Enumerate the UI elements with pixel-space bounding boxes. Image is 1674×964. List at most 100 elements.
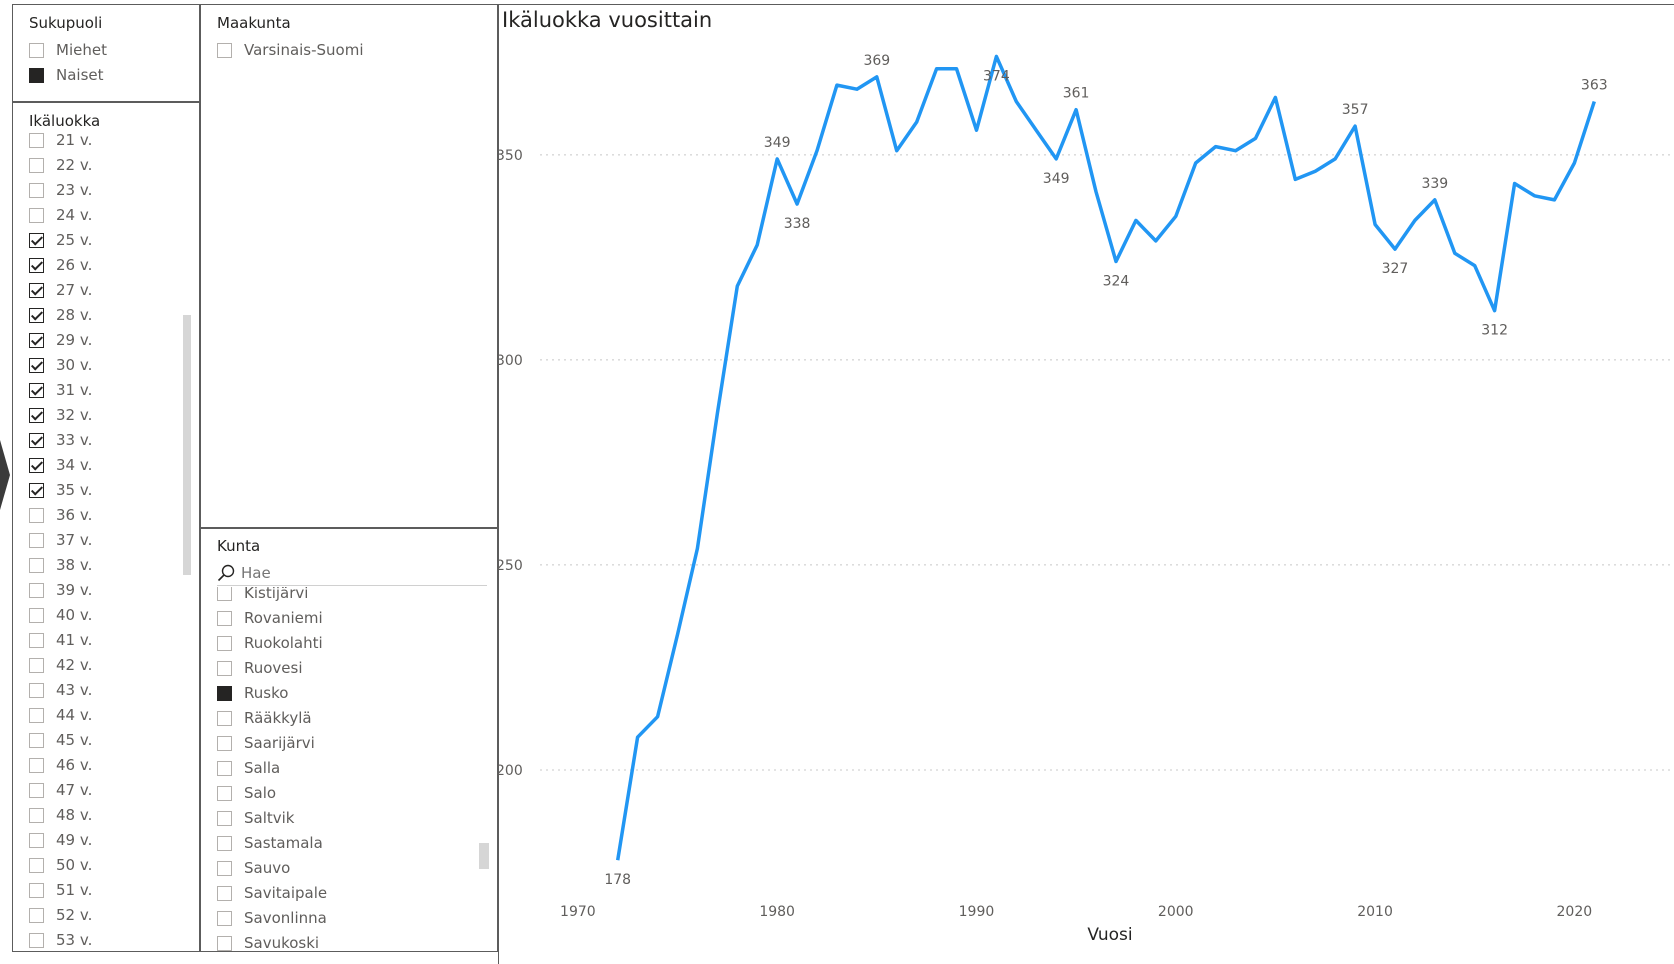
checkbox[interactable] <box>29 707 44 723</box>
age-item[interactable]: 31 v. <box>29 378 92 402</box>
checkbox[interactable] <box>29 832 44 848</box>
checkbox[interactable] <box>29 67 44 83</box>
checkbox[interactable] <box>29 582 44 598</box>
municipality-item[interactable]: Savukoski <box>217 931 319 951</box>
municipality-item[interactable]: Rovaniemi <box>217 606 323 630</box>
checkbox[interactable] <box>29 207 44 223</box>
checkbox[interactable] <box>29 482 44 498</box>
age-item[interactable]: 32 v. <box>29 403 92 427</box>
municipality-item[interactable]: Sauvo <box>217 856 290 880</box>
checkbox[interactable] <box>29 882 44 898</box>
age-slicer-scrollbar[interactable] <box>183 315 191 575</box>
age-item[interactable]: 45 v. <box>29 728 92 752</box>
age-item[interactable]: 47 v. <box>29 778 92 802</box>
age-item[interactable]: 22 v. <box>29 153 92 177</box>
municipality-item[interactable]: Savonlinna <box>217 906 327 930</box>
checkbox[interactable] <box>29 257 44 273</box>
checkbox[interactable] <box>217 785 232 801</box>
age-item[interactable]: 21 v. <box>29 128 92 152</box>
checkbox[interactable] <box>29 407 44 423</box>
checkbox[interactable] <box>29 132 44 148</box>
age-item[interactable]: 51 v. <box>29 878 92 902</box>
checkbox[interactable] <box>217 610 232 626</box>
checkbox[interactable] <box>29 42 44 58</box>
municipality-item[interactable]: Kistijärvi <box>217 587 308 605</box>
checkbox[interactable] <box>29 732 44 748</box>
checkbox[interactable] <box>29 457 44 473</box>
checkbox[interactable] <box>217 810 232 826</box>
age-item[interactable]: 50 v. <box>29 853 92 877</box>
age-item[interactable]: 37 v. <box>29 528 92 552</box>
checkbox[interactable] <box>29 907 44 923</box>
checkbox[interactable] <box>29 357 44 373</box>
checkbox[interactable] <box>217 885 232 901</box>
checkbox[interactable] <box>29 532 44 548</box>
age-item[interactable]: 26 v. <box>29 253 92 277</box>
checkbox[interactable] <box>29 782 44 798</box>
municipality-item[interactable]: Rusko <box>217 681 288 705</box>
checkbox[interactable] <box>29 557 44 573</box>
gender-item[interactable]: Miehet <box>29 38 107 62</box>
age-item[interactable]: 34 v. <box>29 453 92 477</box>
municipality-item[interactable]: Saltvik <box>217 806 295 830</box>
age-item[interactable]: 24 v. <box>29 203 92 227</box>
age-item[interactable]: 23 v. <box>29 178 92 202</box>
region-item[interactable]: Varsinais-Suomi <box>217 38 364 62</box>
age-item[interactable]: 39 v. <box>29 578 92 602</box>
checkbox[interactable] <box>29 382 44 398</box>
checkbox[interactable] <box>217 587 232 601</box>
checkbox[interactable] <box>29 632 44 648</box>
checkbox[interactable] <box>29 757 44 773</box>
age-item[interactable]: 25 v. <box>29 228 92 252</box>
municipality-item[interactable]: Saarijärvi <box>217 731 315 755</box>
checkbox[interactable] <box>217 685 232 701</box>
municipality-item[interactable]: Salo <box>217 781 276 805</box>
municipality-slicer-scrollbar[interactable] <box>479 843 489 869</box>
checkbox[interactable] <box>29 507 44 523</box>
age-item[interactable]: 40 v. <box>29 603 92 627</box>
municipality-item[interactable]: Savitaipale <box>217 881 327 905</box>
checkbox[interactable] <box>29 232 44 248</box>
checkbox[interactable] <box>29 857 44 873</box>
age-item[interactable]: 46 v. <box>29 753 92 777</box>
age-item[interactable]: 43 v. <box>29 678 92 702</box>
checkbox[interactable] <box>29 157 44 173</box>
checkbox[interactable] <box>29 807 44 823</box>
age-item[interactable]: 36 v. <box>29 503 92 527</box>
age-item[interactable]: 28 v. <box>29 303 92 327</box>
checkbox[interactable] <box>29 282 44 298</box>
age-item[interactable]: 29 v. <box>29 328 92 352</box>
age-item[interactable]: 41 v. <box>29 628 92 652</box>
checkbox[interactable] <box>217 910 232 926</box>
age-item[interactable]: 44 v. <box>29 703 92 727</box>
municipality-item[interactable]: Sastamala <box>217 831 323 855</box>
age-item[interactable]: 38 v. <box>29 553 92 577</box>
municipality-item[interactable]: Ruovesi <box>217 656 303 680</box>
age-item[interactable]: 48 v. <box>29 803 92 827</box>
search-input[interactable] <box>235 564 471 582</box>
checkbox[interactable] <box>217 835 232 851</box>
age-item[interactable]: 27 v. <box>29 278 92 302</box>
checkbox[interactable] <box>217 710 232 726</box>
checkbox[interactable] <box>29 332 44 348</box>
checkbox[interactable] <box>217 660 232 676</box>
age-item[interactable]: 30 v. <box>29 353 92 377</box>
checkbox[interactable] <box>29 932 44 948</box>
checkbox[interactable] <box>29 682 44 698</box>
checkbox[interactable] <box>29 657 44 673</box>
checkbox[interactable] <box>217 635 232 651</box>
checkbox[interactable] <box>217 735 232 751</box>
age-item[interactable]: 33 v. <box>29 428 92 452</box>
checkbox[interactable] <box>217 760 232 776</box>
checkbox[interactable] <box>217 935 232 951</box>
age-item[interactable]: 42 v. <box>29 653 92 677</box>
age-item[interactable]: 49 v. <box>29 828 92 852</box>
collapse-arrow-icon[interactable] <box>0 440 14 510</box>
checkbox[interactable] <box>29 182 44 198</box>
checkbox[interactable] <box>29 607 44 623</box>
checkbox[interactable] <box>29 307 44 323</box>
municipality-item[interactable]: Salla <box>217 756 280 780</box>
checkbox[interactable] <box>29 432 44 448</box>
gender-item[interactable]: Naiset <box>29 63 104 87</box>
age-item[interactable]: 52 v. <box>29 903 92 927</box>
